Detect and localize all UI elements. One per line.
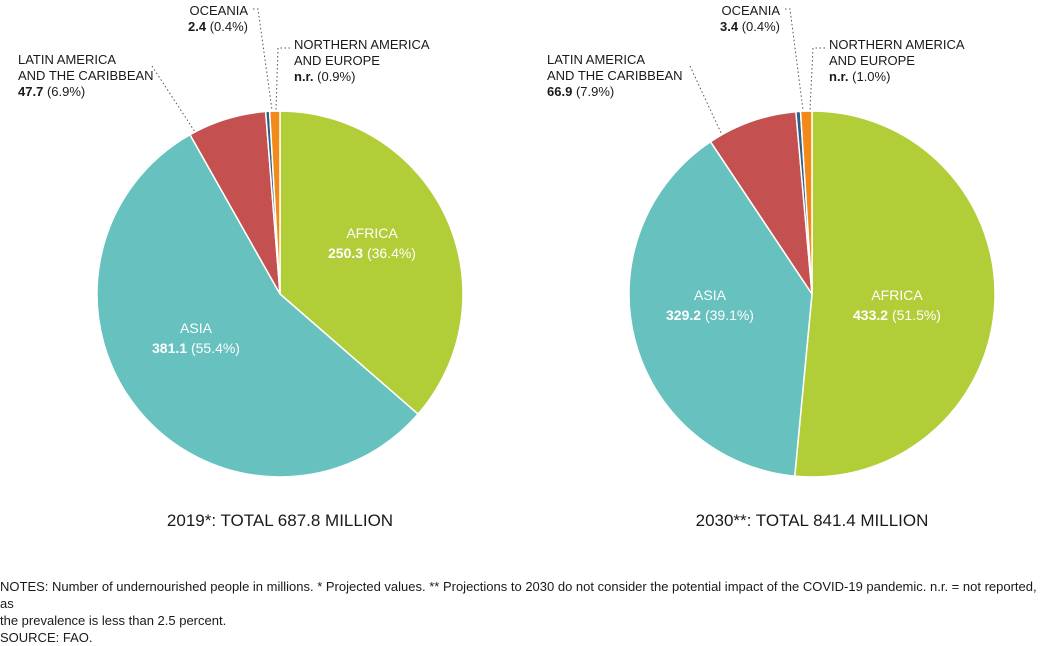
slice-namerica_europe xyxy=(268,110,281,295)
slice-label-name: AFRICA xyxy=(871,287,923,303)
slice-label-percent: (0.9%) xyxy=(317,69,355,84)
pie-charts-figure: AFRICA 250.3 (36.4%) ASIA 381.1 (55.4%) LATI… xyxy=(18,3,996,530)
label-namerica_europe-value: n.r. (1.0%) xyxy=(829,69,890,84)
slice-label-value: 3.4 xyxy=(720,19,739,34)
slice-label-name: LATIN AMERICA xyxy=(547,52,645,67)
label-asia-name: ASIA xyxy=(180,320,213,336)
slice-label-percent: (39.1%) xyxy=(705,307,754,323)
slice-label-percent: (6.9%) xyxy=(47,84,85,99)
slice-label-value: 433.2 xyxy=(853,307,888,323)
slice-label-name: AND THE CARIBBEAN xyxy=(18,68,154,83)
slice-label-name: OCEANIA xyxy=(189,3,248,18)
label-asia-value: 329.2 (39.1%) xyxy=(666,307,754,323)
slice-asia xyxy=(628,140,813,477)
slice-label-name: NORTHERN AMERICA xyxy=(829,37,965,52)
slice-label-percent: (51.5%) xyxy=(892,307,941,323)
slice-label-percent: (7.9%) xyxy=(576,84,614,99)
label-oceania-value: 3.4 (0.4%) xyxy=(720,19,780,34)
slice-africa xyxy=(279,110,464,416)
notes-line-1: NOTES: Number of undernourished people i… xyxy=(0,579,1037,611)
label-latam-name: AND THE CARIBBEAN xyxy=(18,68,154,83)
slice-label-percent: (36.4%) xyxy=(367,245,416,261)
pie-chart-2030: AFRICA 433.2 (51.5%) ASIA 329.2 (39.1%) LATI… xyxy=(547,3,996,530)
slice-label-value: n.r. xyxy=(294,69,314,84)
label-africa-name: AFRICA xyxy=(871,287,923,303)
slice-label-name: AND EUROPE xyxy=(829,53,915,68)
slice-label-name: ASIA xyxy=(180,320,213,336)
label-oceania-name: OCEANIA xyxy=(189,3,248,18)
slice-label-value: 2.4 xyxy=(188,19,207,34)
slice-label-percent: (0.4%) xyxy=(742,19,780,34)
label-latam-value: 47.7 (6.9%) xyxy=(18,84,85,99)
slice-label-percent: (1.0%) xyxy=(852,69,890,84)
label-oceania-value: 2.4 (0.4%) xyxy=(188,19,248,34)
label-oceania-name: OCEANIA xyxy=(721,3,780,18)
slice-latam xyxy=(709,110,813,295)
slice-label-value: 47.7 xyxy=(18,84,43,99)
label-namerica_europe-name: AND EUROPE xyxy=(829,53,915,68)
leader-line-oceania xyxy=(785,8,804,111)
slice-label-name: NORTHERN AMERICA xyxy=(294,37,430,52)
notes-block: NOTES: Number of undernourished people i… xyxy=(0,578,1043,646)
leader-line-namerica_europe xyxy=(275,47,290,111)
slice-label-value: 329.2 xyxy=(666,307,701,323)
leader-line-latam xyxy=(151,65,196,133)
leader-line-namerica_europe xyxy=(809,47,825,111)
slice-label-value: n.r. xyxy=(829,69,849,84)
slice-label-value: 66.9 xyxy=(547,84,572,99)
label-latam-value: 66.9 (7.9%) xyxy=(547,84,614,99)
label-africa-value: 250.3 (36.4%) xyxy=(328,245,416,261)
slice-label-value: 381.1 xyxy=(152,340,187,356)
chart-caption: 2019*: TOTAL 687.8 MILLION xyxy=(167,511,393,530)
slice-label-name: ASIA xyxy=(694,287,727,303)
slice-label-percent: (0.4%) xyxy=(210,19,248,34)
label-namerica_europe-name: NORTHERN AMERICA xyxy=(294,37,430,52)
label-namerica_europe-value: n.r. (0.9%) xyxy=(294,69,355,84)
slice-label-value: 250.3 xyxy=(328,245,363,261)
slice-label-percent: (55.4%) xyxy=(191,340,240,356)
chart-caption: 2030**: TOTAL 841.4 MILLION xyxy=(696,511,929,530)
slice-label-name: AFRICA xyxy=(346,225,398,241)
label-africa-value: 433.2 (51.5%) xyxy=(853,307,941,323)
slice-namerica_europe xyxy=(799,110,813,295)
label-latam-name: LATIN AMERICA xyxy=(547,52,645,67)
pie-chart-2019: AFRICA 250.3 (36.4%) ASIA 381.1 (55.4%) LATI… xyxy=(18,3,464,530)
label-asia-value: 381.1 (55.4%) xyxy=(152,340,240,356)
leader-line-oceania xyxy=(253,8,273,111)
label-namerica_europe-name: NORTHERN AMERICA xyxy=(829,37,965,52)
label-africa-name: AFRICA xyxy=(346,225,398,241)
leader-line-latam xyxy=(689,65,723,136)
slice-africa xyxy=(793,110,996,478)
slice-label-name: AND THE CARIBBEAN xyxy=(547,68,683,83)
label-latam-name: LATIN AMERICA xyxy=(18,52,116,67)
label-namerica_europe-name: AND EUROPE xyxy=(294,53,380,68)
label-latam-name: AND THE CARIBBEAN xyxy=(547,68,683,83)
slice-label-name: AND EUROPE xyxy=(294,53,380,68)
slice-asia xyxy=(96,133,420,478)
slice-label-name: OCEANIA xyxy=(721,3,780,18)
label-asia-name: ASIA xyxy=(694,287,727,303)
slice-label-name: LATIN AMERICA xyxy=(18,52,116,67)
notes-line-2: the prevalence is less than 2.5 percent. xyxy=(0,613,227,628)
